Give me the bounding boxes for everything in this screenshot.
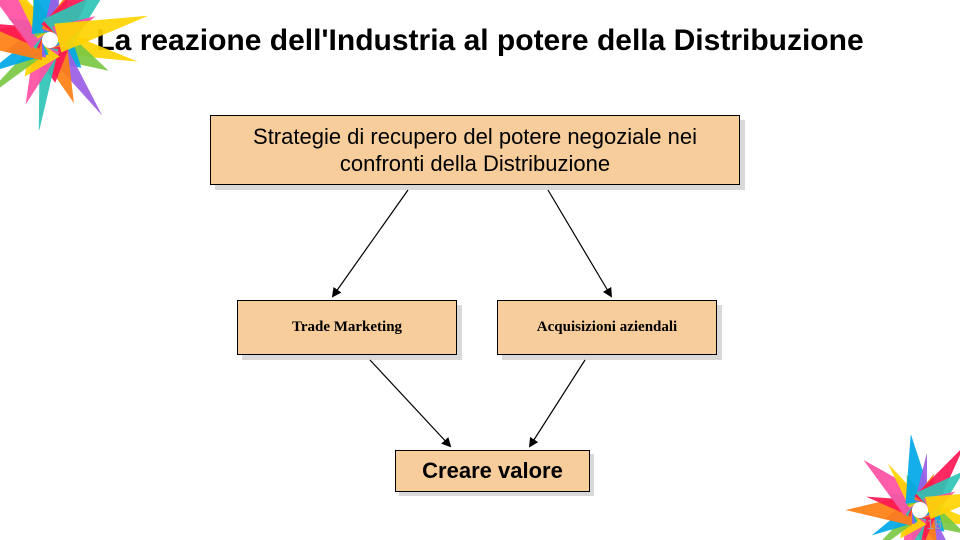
left-box: Trade Marketing <box>237 300 457 355</box>
arrow-0 <box>333 190 408 296</box>
page-number: 18 <box>926 516 942 532</box>
slide-title: La reazione dell'Industria al potere del… <box>0 24 960 58</box>
decoration-top-left <box>0 0 160 130</box>
top-box: Strategie di recupero del potere negozia… <box>210 115 740 185</box>
arrow-2 <box>370 360 450 446</box>
arrow-3 <box>530 360 585 446</box>
right-box: Acquisizioni aziendali <box>497 300 717 355</box>
arrow-1 <box>548 190 611 296</box>
bottom-box: Creare valore <box>395 450 590 492</box>
